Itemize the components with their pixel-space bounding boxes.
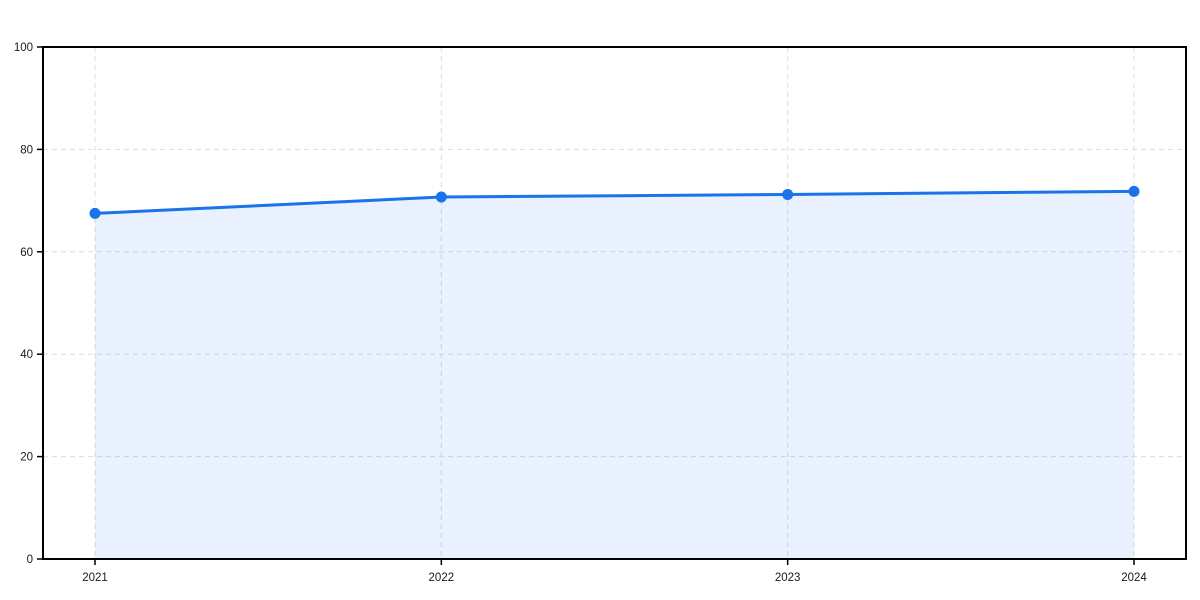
y-tick-label: 60 (20, 247, 33, 259)
area-fill (95, 191, 1134, 559)
x-tick-label: 2021 (82, 572, 108, 584)
y-tick-label: 20 (20, 452, 33, 464)
y-tick-label: 0 (27, 554, 33, 566)
data-point-2024 (1128, 185, 1140, 197)
y-tick-label: 100 (14, 42, 33, 54)
trend-line (93, 189, 1136, 215)
x-tick-label: 2024 (1121, 572, 1147, 584)
x-tick-label: 2022 (429, 572, 455, 584)
axis-ticks (37, 46, 1135, 565)
data-point-2023 (782, 188, 794, 200)
data-point-2021 (89, 207, 101, 219)
y-tick-label: 40 (20, 349, 33, 361)
plot-border (42, 46, 1187, 560)
x-tick-label: 2023 (775, 572, 801, 584)
data-point-2022 (435, 191, 447, 203)
gridlines (43, 47, 1186, 559)
y-tick-label: 80 (20, 144, 33, 156)
